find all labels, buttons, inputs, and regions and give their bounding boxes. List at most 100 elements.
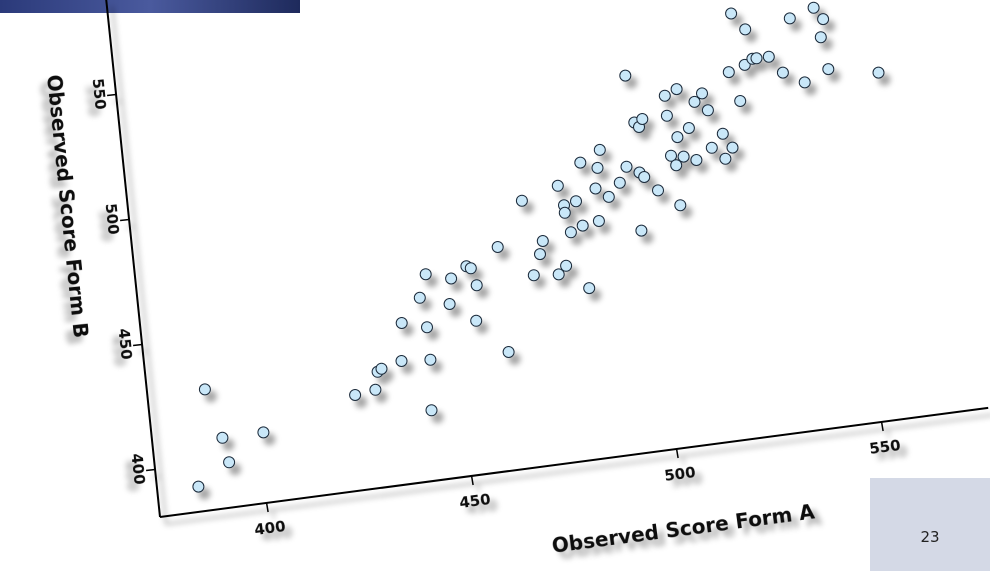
point [576, 219, 589, 232]
point [413, 291, 426, 304]
point [443, 298, 456, 310]
point [722, 66, 735, 79]
point [620, 160, 633, 173]
point [589, 182, 602, 195]
point [872, 66, 885, 79]
point [725, 7, 738, 20]
point [682, 122, 695, 134]
point [602, 190, 615, 203]
point [198, 383, 211, 396]
point [719, 152, 732, 165]
point [638, 171, 651, 183]
point [591, 161, 604, 174]
point [369, 383, 382, 396]
point [552, 268, 565, 281]
point [491, 241, 504, 253]
x-tick [265, 502, 269, 513]
point [636, 113, 649, 125]
y-tick-label: 500 [102, 202, 123, 235]
point [734, 95, 747, 107]
axes [105, 0, 989, 518]
point [701, 104, 714, 117]
point [583, 282, 596, 295]
point [716, 127, 729, 140]
x-tick-label: 500 [663, 463, 696, 485]
point [551, 179, 564, 192]
point [705, 141, 718, 154]
x-axis [159, 406, 989, 518]
point [671, 131, 684, 144]
point [558, 206, 571, 219]
x-tick [470, 475, 474, 486]
point [419, 268, 432, 281]
point [592, 215, 605, 227]
point [502, 346, 515, 358]
point [395, 317, 408, 329]
point [660, 109, 673, 122]
point [425, 404, 438, 417]
point [395, 355, 408, 367]
point [822, 63, 835, 76]
point [613, 176, 626, 189]
point [665, 149, 677, 162]
point [470, 279, 483, 292]
point [739, 23, 752, 36]
y-tick [146, 468, 156, 472]
point [688, 95, 701, 108]
point [534, 248, 546, 261]
point [652, 184, 664, 197]
y-tick-label: 450 [115, 327, 136, 360]
page-number-box [870, 478, 990, 571]
y-tick [120, 218, 130, 222]
point [658, 89, 671, 102]
point [807, 1, 820, 14]
point [470, 314, 483, 327]
point [223, 456, 236, 469]
y-tick-label: 550 [89, 77, 110, 110]
point [726, 141, 739, 154]
y-tick [133, 343, 143, 347]
point [817, 13, 830, 26]
x-tick-label: 400 [253, 517, 286, 539]
point [257, 426, 270, 439]
point [677, 150, 690, 163]
x-tick [675, 448, 679, 459]
point [696, 87, 708, 100]
point [690, 154, 703, 166]
point [798, 76, 811, 89]
point [564, 226, 577, 239]
photo-edge [0, 0, 300, 13]
point [593, 143, 606, 156]
point [776, 66, 789, 79]
x-tick-label: 450 [458, 490, 491, 512]
point [762, 50, 775, 63]
point [574, 156, 587, 169]
point [424, 353, 437, 366]
point [674, 199, 687, 212]
point [814, 31, 827, 44]
point [349, 389, 362, 401]
point [670, 159, 683, 172]
y-axis [105, 0, 161, 518]
x-tick-label: 550 [868, 436, 901, 458]
point [192, 480, 205, 493]
points [192, 1, 885, 493]
page-number: 23 [920, 528, 939, 546]
point [464, 262, 477, 275]
point [635, 224, 648, 237]
point [375, 362, 388, 375]
y-tick-label: 400 [128, 452, 149, 485]
point [515, 194, 528, 207]
point [445, 272, 458, 285]
x-axis-title: Observed Score Form A [550, 499, 816, 557]
x-tick [880, 421, 884, 432]
point [421, 321, 433, 334]
point [670, 83, 683, 96]
point [570, 195, 582, 208]
y-axis-title: Observed Score Form B [42, 74, 93, 340]
point [536, 235, 549, 247]
point [216, 431, 229, 444]
